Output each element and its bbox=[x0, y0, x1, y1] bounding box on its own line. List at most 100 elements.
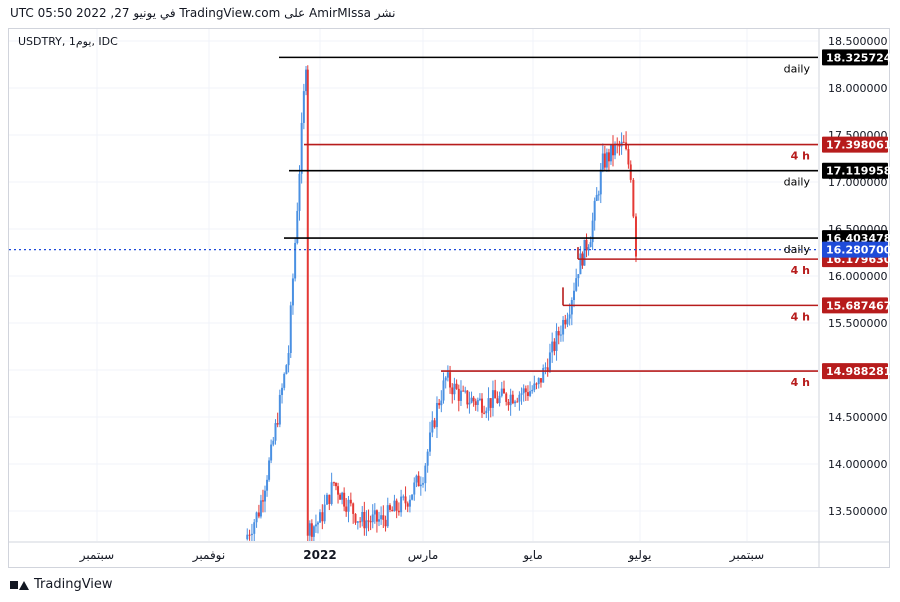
price-tick-label: 18.500000 bbox=[828, 35, 888, 48]
price-candle-body bbox=[426, 451, 429, 466]
price-candle-body bbox=[597, 194, 600, 196]
price-candle-body bbox=[529, 391, 532, 396]
level-price-label: 15.687467 bbox=[826, 299, 891, 312]
price-candle-body bbox=[577, 274, 580, 279]
current-price-badge bbox=[822, 241, 888, 258]
level-price-badge bbox=[822, 136, 888, 153]
current-price-label: 16.280700 bbox=[826, 244, 892, 257]
price-candle-body bbox=[539, 378, 542, 383]
price-candle-body bbox=[356, 521, 359, 523]
price-candle-body bbox=[305, 69, 308, 92]
price-candle-body bbox=[622, 141, 625, 143]
price-candle-body bbox=[278, 394, 281, 425]
price-candle-body bbox=[537, 378, 540, 385]
level-tag: 4 h bbox=[791, 376, 810, 389]
price-candle-body bbox=[253, 522, 256, 534]
price-candle-body bbox=[283, 373, 286, 388]
price-candle-body bbox=[417, 475, 420, 487]
price-candle-body bbox=[325, 494, 328, 505]
time-tick-label: نوفمبر bbox=[192, 548, 225, 563]
price-candle-body bbox=[400, 496, 403, 513]
price-candle-body bbox=[546, 367, 549, 372]
price-candle-body bbox=[384, 519, 387, 527]
price-candle-body bbox=[566, 318, 569, 325]
price-candle-body bbox=[354, 513, 357, 523]
price-candle-body bbox=[568, 314, 571, 319]
price-candle-body bbox=[428, 432, 431, 452]
price-candle-body bbox=[345, 506, 348, 512]
price-candle-body bbox=[285, 365, 288, 374]
price-candle-body bbox=[500, 388, 503, 396]
chart-frame[interactable] bbox=[8, 28, 890, 568]
level-price-label: 14.988281 bbox=[826, 365, 891, 378]
price-candle-body bbox=[274, 423, 277, 441]
price-candle-body bbox=[310, 523, 313, 537]
price-candle-body bbox=[266, 479, 269, 491]
time-tick-label: مارس bbox=[408, 548, 439, 563]
price-candle-body bbox=[629, 164, 632, 180]
price-candle-body bbox=[446, 372, 449, 378]
price-candle-body bbox=[533, 383, 536, 390]
price-candle-body bbox=[494, 390, 497, 399]
price-candle-body bbox=[391, 509, 394, 512]
price-candle-body bbox=[564, 319, 567, 325]
price-tick-label: 15.500000 bbox=[828, 317, 888, 330]
price-candle-body bbox=[451, 387, 454, 395]
price-candle-body bbox=[404, 496, 407, 504]
price-candle-body bbox=[579, 253, 582, 275]
price-candle-body bbox=[337, 486, 340, 495]
price-candle-body bbox=[319, 512, 321, 523]
price-candle-body bbox=[314, 524, 317, 527]
price-candle-body bbox=[522, 388, 525, 394]
price-candle-body bbox=[431, 420, 434, 433]
level-price-label: 18.325724 bbox=[826, 51, 892, 64]
price-candle-body bbox=[511, 394, 514, 404]
time-tick-label: مايو bbox=[522, 548, 543, 563]
level-tag: daily bbox=[784, 243, 811, 256]
price-candle-body bbox=[300, 122, 303, 174]
price-candle-body bbox=[462, 390, 465, 392]
price-candle-body bbox=[359, 521, 362, 523]
price-candle-body bbox=[332, 482, 335, 484]
price-tick-label: 13.500000 bbox=[828, 505, 888, 518]
price-candle-body bbox=[296, 210, 299, 243]
price-candle-body bbox=[395, 500, 398, 511]
price-candle-body bbox=[570, 300, 573, 315]
price-candle-body bbox=[531, 389, 534, 392]
level-price-badge bbox=[822, 49, 888, 66]
price-candle-body bbox=[378, 519, 381, 522]
price-candle-body bbox=[551, 341, 554, 353]
level-price-badge bbox=[822, 297, 888, 314]
price-candle-body bbox=[440, 400, 443, 406]
price-candle-body bbox=[352, 503, 355, 514]
price-candle-body bbox=[542, 368, 545, 383]
price-candle-body bbox=[599, 169, 602, 195]
brand-name: TradingView bbox=[34, 577, 113, 592]
horizontal-levels: daily 4 h daily daily 4 h 4 h 4 h bbox=[9, 56, 818, 389]
price-candle-body bbox=[369, 521, 372, 523]
price-candle-body bbox=[294, 242, 297, 279]
price-candle-body bbox=[555, 331, 558, 351]
price-tick-label: 17.000000 bbox=[828, 176, 888, 189]
price-candle-body bbox=[483, 412, 486, 414]
symbol-label: USDTRY, 1يوم, IDC bbox=[18, 35, 118, 48]
price-candle-body bbox=[328, 494, 331, 504]
price-candle-body bbox=[489, 398, 492, 408]
price-candle-body bbox=[634, 216, 637, 257]
price-candle-body bbox=[433, 420, 436, 428]
price-axis: 13.50000014.00000014.50000015.00000015.5… bbox=[9, 29, 892, 567]
price-candle-body bbox=[312, 526, 315, 537]
chart-grid bbox=[9, 29, 818, 541]
price-candle-body bbox=[609, 144, 612, 162]
price-candle-body bbox=[605, 152, 608, 168]
price-candle-body bbox=[408, 499, 411, 507]
price-candle-body bbox=[603, 153, 606, 168]
price-tick-label: 16.000000 bbox=[828, 270, 888, 283]
price-candle-body bbox=[487, 398, 490, 411]
price-candle-body bbox=[470, 397, 473, 403]
price-candle-body bbox=[611, 144, 614, 156]
price-candle-body bbox=[544, 367, 547, 369]
price-candle-body bbox=[302, 91, 305, 123]
price-candle-body bbox=[583, 239, 586, 266]
